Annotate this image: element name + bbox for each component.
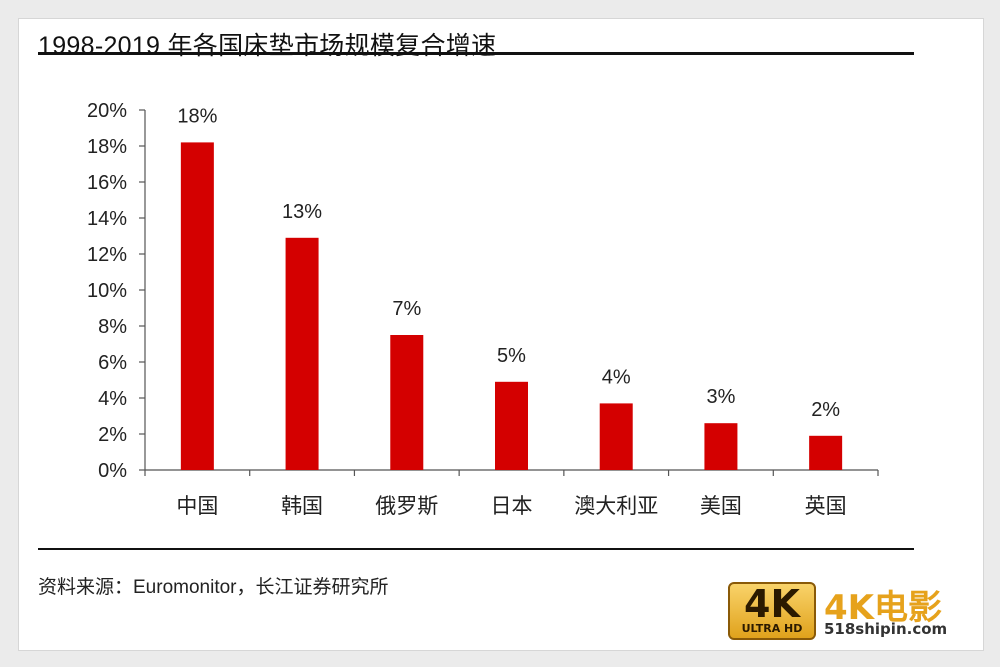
data-label: 13% — [282, 201, 322, 223]
x-category-label: 俄罗斯 — [375, 494, 438, 518]
y-tick-label: 12% — [87, 244, 127, 266]
bar — [495, 381, 528, 470]
bar — [704, 423, 738, 470]
data-label: 5% — [497, 345, 526, 367]
y-tick-label: 14% — [87, 208, 127, 230]
y-tick-label: 2% — [98, 424, 127, 446]
bar — [180, 142, 214, 470]
chart-frame — [18, 18, 984, 651]
x-category-label: 中国 — [176, 494, 218, 518]
bar — [809, 435, 843, 470]
bar — [599, 403, 633, 470]
x-category-label: 美国 — [700, 494, 742, 518]
x-category-label: 韩国 — [281, 494, 323, 518]
x-category-label: 澳大利亚 — [574, 494, 658, 518]
data-label: 3% — [706, 386, 735, 408]
watermark-badge: 4K ULTRA HD — [728, 582, 816, 640]
data-label: 7% — [392, 298, 421, 320]
bar — [390, 335, 424, 470]
data-label: 18% — [177, 105, 217, 127]
data-label: 2% — [811, 399, 840, 421]
data-label: 4% — [602, 366, 631, 388]
y-tick-label: 6% — [98, 352, 127, 374]
y-tick-label: 10% — [87, 280, 127, 302]
y-tick-label: 4% — [98, 388, 127, 410]
y-tick-label: 16% — [87, 172, 127, 194]
y-tick-label: 20% — [87, 100, 127, 122]
watermark-url: 518shipin.com — [824, 620, 948, 638]
source-note: 资料来源：Euromonitor，长江证券研究所 — [38, 577, 389, 598]
x-category-label: 日本 — [491, 494, 533, 518]
title-divider — [38, 52, 914, 55]
watermark-badge-text: 4K — [744, 582, 800, 626]
x-category-label: 英国 — [805, 494, 847, 518]
watermark-badge-sub: ULTRA HD — [741, 622, 803, 635]
y-tick-label: 0% — [98, 460, 127, 482]
y-tick-label: 18% — [87, 136, 127, 158]
source-divider — [38, 548, 914, 550]
chart-title: 1998-2019 年各国床垫市场规模复合增速 — [38, 32, 497, 60]
y-tick-label: 8% — [98, 316, 127, 338]
watermark-logo: 4K ULTRA HD 4K电影 518shipin.com — [728, 580, 978, 640]
bar — [285, 237, 319, 470]
watermark-name: 4K电影 — [824, 588, 943, 628]
